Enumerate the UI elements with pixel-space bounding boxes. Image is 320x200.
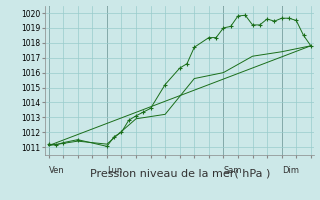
Text: Dim: Dim	[282, 166, 299, 175]
X-axis label: Pression niveau de la mer( hPa ): Pression niveau de la mer( hPa )	[90, 168, 270, 178]
Text: Sam: Sam	[223, 166, 242, 175]
Text: Ven: Ven	[49, 166, 64, 175]
Text: Lun: Lun	[107, 166, 122, 175]
